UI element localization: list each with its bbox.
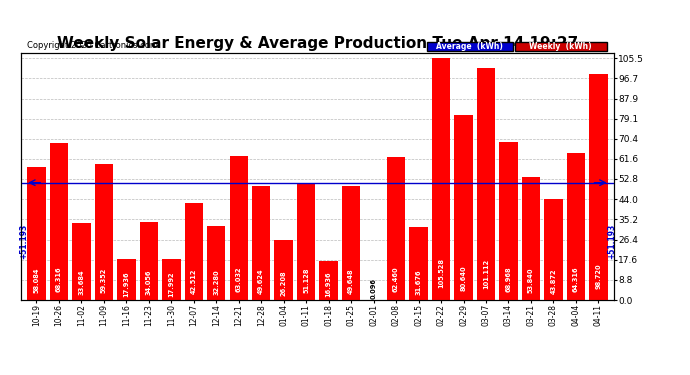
Bar <box>477 68 495 300</box>
Bar <box>566 153 585 300</box>
Text: 80.640: 80.640 <box>460 265 466 291</box>
Text: Average  (kWh): Average (kWh) <box>437 42 503 51</box>
Text: 59.352: 59.352 <box>101 267 107 293</box>
Text: 51.128: 51.128 <box>303 268 309 294</box>
Bar <box>522 177 540 300</box>
Text: 0.096: 0.096 <box>371 278 377 298</box>
Text: 34.056: 34.056 <box>146 270 152 295</box>
Bar <box>544 200 562 300</box>
FancyBboxPatch shape <box>427 42 513 51</box>
Text: 63.032: 63.032 <box>236 267 241 292</box>
Bar <box>207 226 226 300</box>
Bar <box>500 142 518 300</box>
Bar <box>275 240 293 300</box>
Text: 62.460: 62.460 <box>393 267 399 292</box>
Bar <box>589 74 608 300</box>
Bar <box>319 261 338 300</box>
Bar <box>117 259 135 300</box>
Bar <box>454 115 473 300</box>
Text: +51.193: +51.193 <box>19 224 28 259</box>
Bar <box>72 223 90 300</box>
Bar <box>409 227 428 300</box>
Text: 98.720: 98.720 <box>595 264 602 289</box>
Text: 49.648: 49.648 <box>348 268 354 294</box>
Bar <box>342 186 360 300</box>
Text: 31.676: 31.676 <box>415 270 422 295</box>
Text: 17.992: 17.992 <box>168 271 175 297</box>
FancyBboxPatch shape <box>515 42 607 51</box>
Text: 58.084: 58.084 <box>33 267 39 293</box>
Bar <box>184 202 203 300</box>
Text: 101.112: 101.112 <box>483 259 489 289</box>
Text: 64.316: 64.316 <box>573 267 579 292</box>
Text: 68.968: 68.968 <box>506 266 511 292</box>
Title: Weekly Solar Energy & Average Production Tue Apr 14 19:27: Weekly Solar Energy & Average Production… <box>57 36 578 51</box>
Bar <box>139 222 158 300</box>
Text: 42.512: 42.512 <box>190 269 197 294</box>
Text: 43.872: 43.872 <box>551 268 556 294</box>
Text: 49.624: 49.624 <box>258 268 264 294</box>
Bar <box>27 167 46 300</box>
Text: 33.684: 33.684 <box>79 270 84 295</box>
Text: +51.193: +51.193 <box>607 224 616 259</box>
Bar <box>252 186 270 300</box>
Bar <box>95 164 113 300</box>
Bar <box>432 58 451 300</box>
Bar <box>50 144 68 300</box>
Text: 105.528: 105.528 <box>438 258 444 288</box>
Text: 32.280: 32.280 <box>213 270 219 295</box>
Text: 17.936: 17.936 <box>124 271 129 297</box>
Bar <box>297 183 315 300</box>
Text: 68.316: 68.316 <box>56 266 62 292</box>
Text: Weekly  (kWh): Weekly (kWh) <box>529 42 592 51</box>
Bar <box>387 157 405 300</box>
Text: 26.208: 26.208 <box>281 270 286 296</box>
Bar <box>162 259 181 300</box>
Bar <box>230 156 248 300</box>
Text: 53.840: 53.840 <box>528 268 534 293</box>
Text: 16.936: 16.936 <box>326 271 332 297</box>
Text: Copyright 2020 Cartronics.com: Copyright 2020 Cartronics.com <box>27 41 157 50</box>
